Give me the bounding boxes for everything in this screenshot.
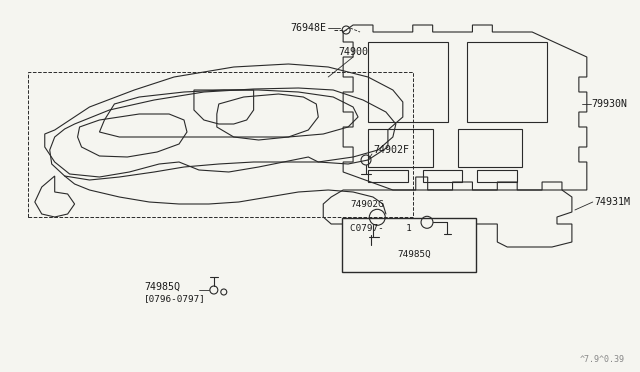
Text: 76948E: 76948E xyxy=(290,23,326,33)
Text: 74900: 74900 xyxy=(338,47,368,57)
Bar xyxy=(368,129,433,167)
Text: C0797-    1: C0797- 1 xyxy=(351,224,412,233)
Text: [0796-0797]: [0796-0797] xyxy=(144,295,206,304)
Text: 74985Q: 74985Q xyxy=(144,282,180,292)
Bar xyxy=(368,170,408,182)
Bar xyxy=(477,170,517,182)
Bar xyxy=(458,129,522,167)
Text: ^7.9^0.39: ^7.9^0.39 xyxy=(580,356,625,365)
Bar xyxy=(368,42,447,122)
Text: 74902F: 74902F xyxy=(373,145,409,155)
Text: 74985Q: 74985Q xyxy=(397,250,431,259)
Text: 74902G: 74902G xyxy=(351,200,384,209)
Text: 79930N: 79930N xyxy=(592,99,628,109)
Bar xyxy=(422,170,463,182)
Text: 74931M: 74931M xyxy=(595,197,631,207)
Bar xyxy=(342,218,476,272)
Bar xyxy=(467,42,547,122)
